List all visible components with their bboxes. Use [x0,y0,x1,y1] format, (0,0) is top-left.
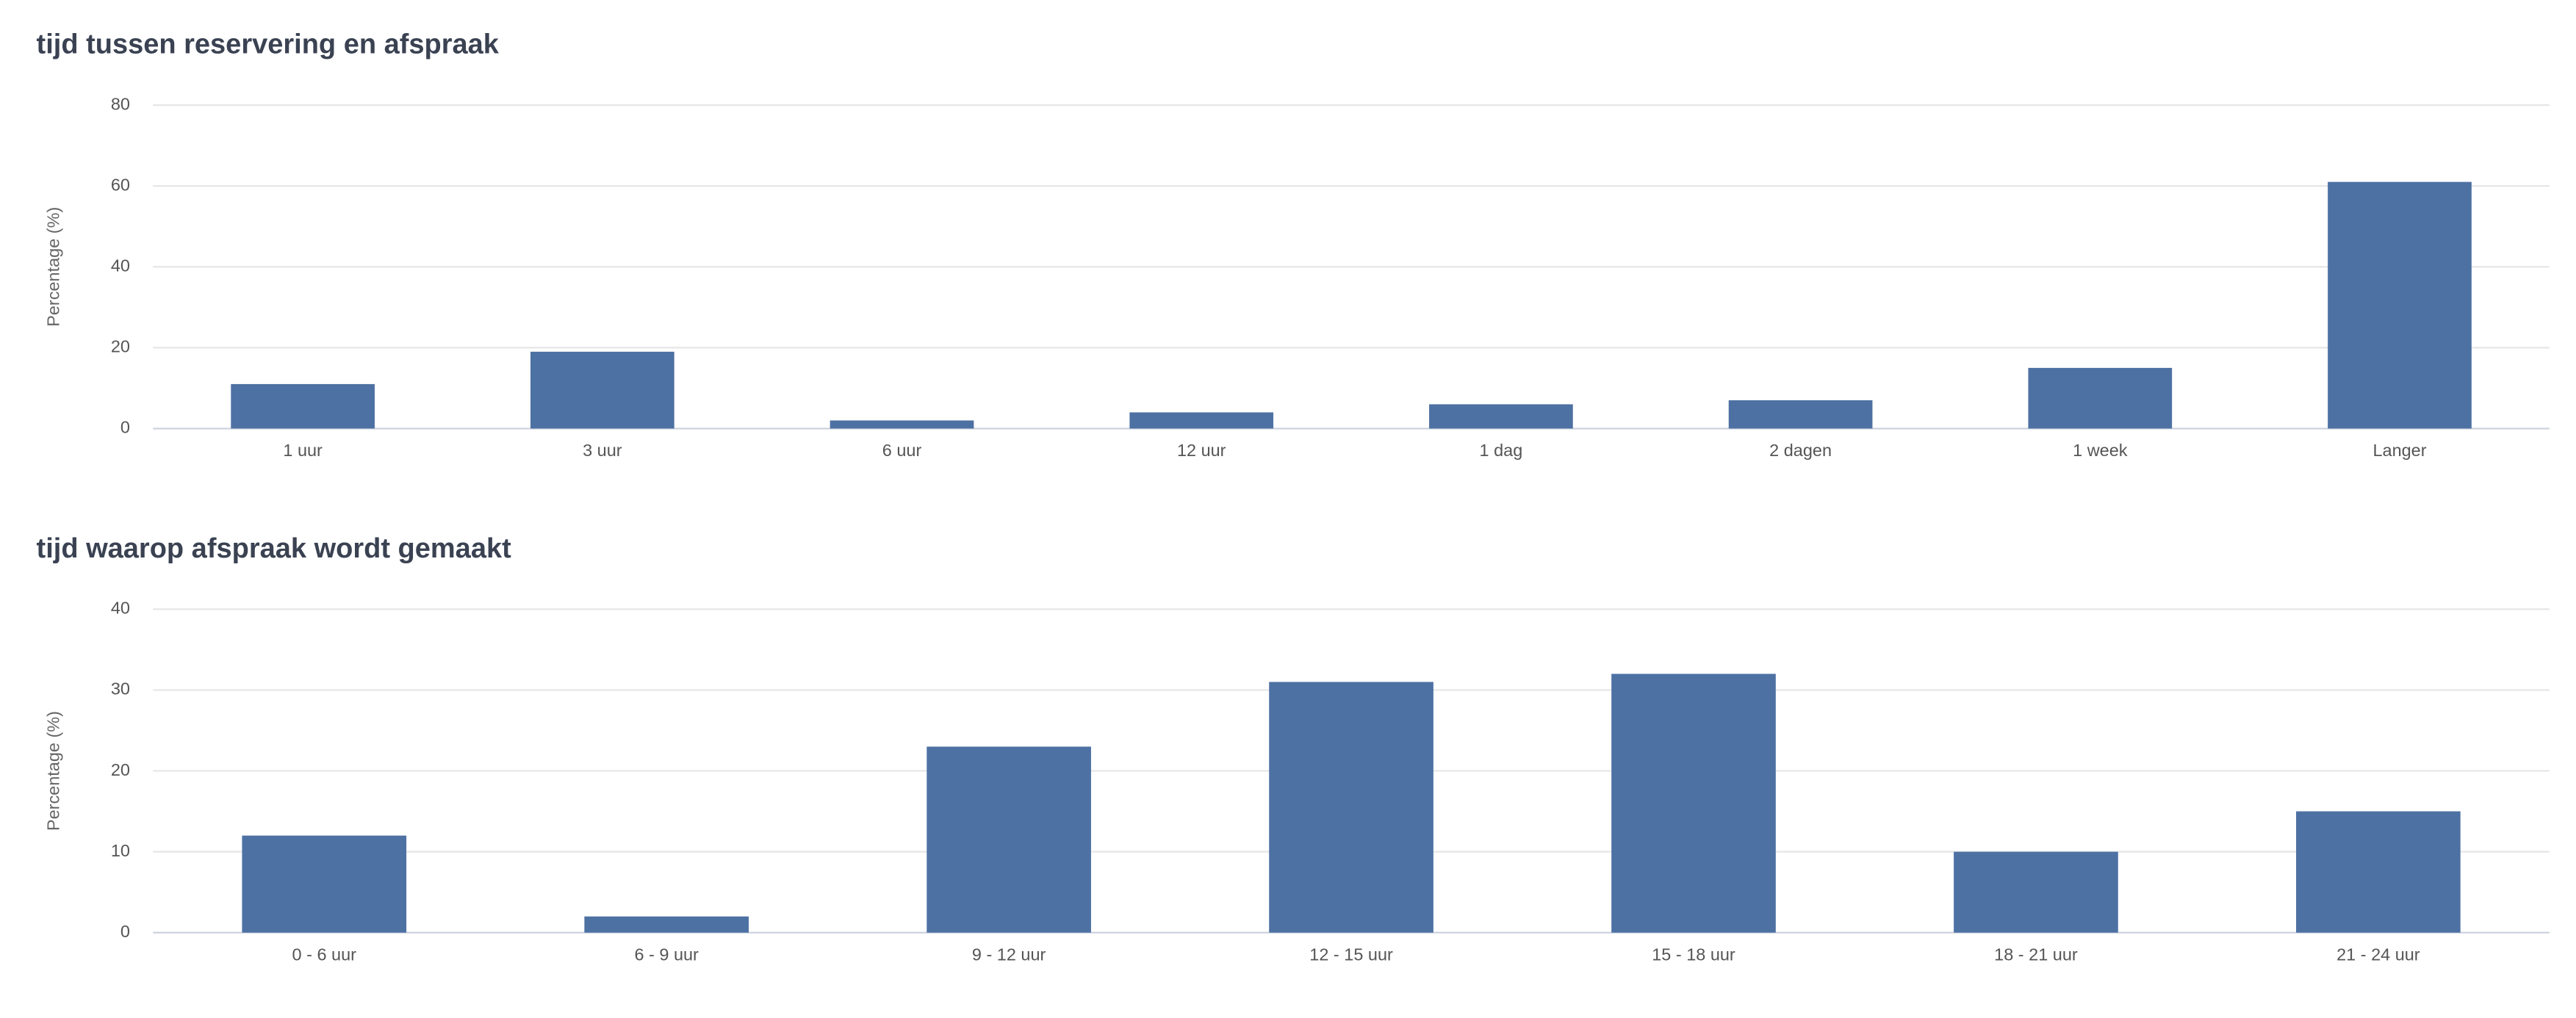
y-tick-label: 20 [111,337,130,356]
bar [1954,851,2118,933]
y-tick-label: 30 [111,679,130,698]
x-tick-label: 12 uur [1177,441,1226,460]
bar [1129,412,1274,429]
x-tick-label: 1 week [2073,441,2128,460]
bar [2328,181,2472,429]
x-tick-label: 21 - 24 uur [2336,945,2420,964]
x-tick-label: Langer [2372,441,2426,460]
chart-title: tijd tussen reservering en afspraak [37,29,500,60]
bar [1611,674,1776,933]
bar [584,916,749,933]
x-tick-label: 3 uur [583,441,622,460]
x-tick-label: 0 - 6 uur [292,945,357,964]
bar [2296,811,2461,933]
y-tick-label: 80 [111,94,130,113]
bar [1728,400,1873,429]
bar [530,351,674,429]
y-tick-label: 60 [111,175,130,194]
x-tick-label: 18 - 21 uur [1994,945,2078,964]
bar [830,420,974,429]
x-tick-label: 12 - 15 uur [1309,945,1393,964]
y-tick-label: 10 [111,841,130,860]
x-tick-label: 6 uur [882,441,922,460]
y-tick-label: 0 [120,922,130,941]
bar [242,835,407,933]
bar [231,383,375,429]
x-tick-label: 15 - 18 uur [1652,945,1735,964]
bar [1269,682,1433,933]
x-tick-label: 1 dag [1480,441,1523,460]
chart-title: tijd waarop afspraak wordt gemaakt [37,533,512,564]
y-tick-label: 40 [111,256,130,275]
y-tick-label: 0 [120,418,130,437]
bar [927,746,1091,933]
x-tick-label: 2 dagen [1769,441,1832,460]
bar [1429,404,1573,429]
y-tick-label: 40 [111,599,130,618]
bar [2028,367,2173,429]
y-axis-label: Percentage (%) [43,711,62,831]
y-axis-label: Percentage (%) [43,207,62,327]
y-tick-label: 20 [111,760,130,779]
x-tick-label: 1 uur [283,441,323,460]
x-tick-label: 6 - 9 uur [634,945,699,964]
x-tick-label: 9 - 12 uur [972,945,1046,964]
